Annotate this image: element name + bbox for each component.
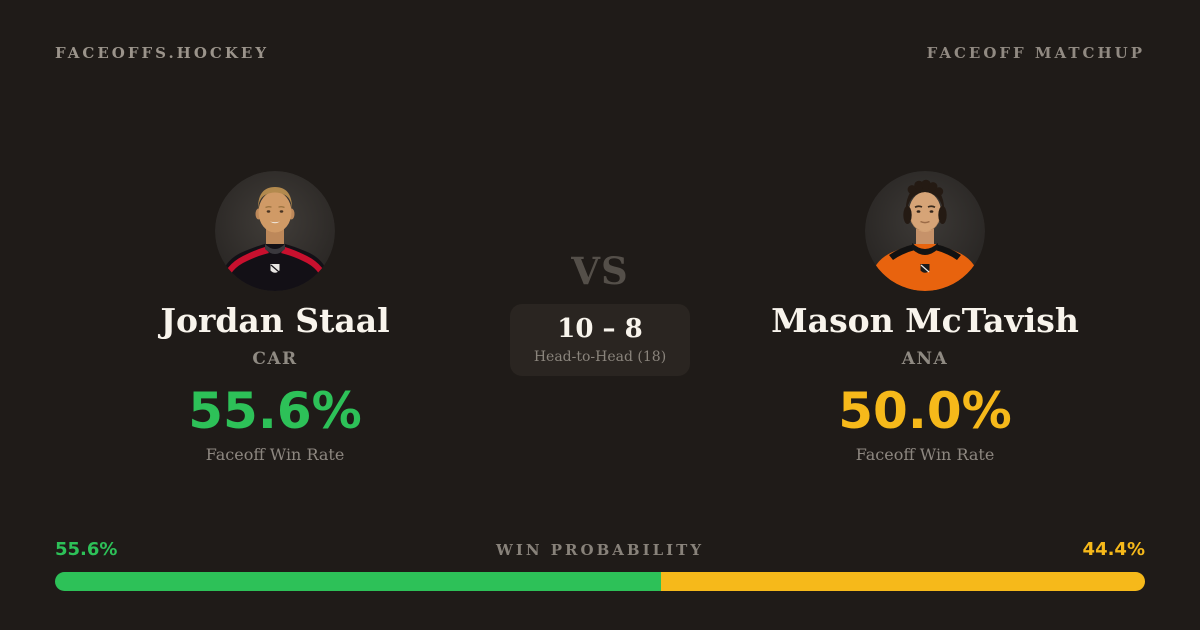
win-prob-right-label: 44.4% bbox=[1082, 539, 1145, 560]
head-to-head-score: 10 – 8 bbox=[557, 314, 643, 344]
player-team-right: ANA bbox=[901, 348, 949, 369]
win-bar-right bbox=[661, 572, 1145, 591]
player-team-left: CAR bbox=[252, 348, 298, 369]
player-avatar-right-icon bbox=[865, 171, 985, 291]
brand-label: FACEOFFS.HOCKEY bbox=[55, 44, 270, 62]
head-to-head-label: Head-to-Head (18) bbox=[533, 349, 667, 365]
player-card-left: Jordan Staal CAR 55.6% Faceoff Win Rate bbox=[55, 171, 495, 464]
win-bar-left bbox=[55, 572, 662, 591]
win-probability-section: 55.6% WIN PROBABILITY 44.4% bbox=[55, 541, 1145, 591]
player-photo-right bbox=[865, 171, 985, 291]
player-win-rate-left: 55.6% bbox=[188, 381, 362, 440]
win-probability-labels: 55.6% WIN PROBABILITY 44.4% bbox=[55, 541, 1145, 559]
win-probability-bar bbox=[55, 572, 1145, 591]
player-photo-left bbox=[215, 171, 335, 291]
player-win-rate-label-left: Faceoff Win Rate bbox=[205, 444, 345, 464]
player-card-right: Mason McTavish ANA 50.0% Faceoff Win Rat… bbox=[705, 171, 1145, 464]
matchup-section: Jordan Staal CAR 55.6% Faceoff Win Rate … bbox=[55, 171, 1145, 464]
player-name-left: Jordan Staal bbox=[160, 301, 390, 340]
vs-label: VS bbox=[571, 249, 629, 293]
win-probability-title: WIN PROBABILITY bbox=[495, 541, 705, 559]
head-to-head-box: 10 – 8 Head-to-Head (18) bbox=[509, 304, 691, 376]
matchup-center: VS 10 – 8 Head-to-Head (18) bbox=[495, 171, 705, 464]
player-avatar-left-icon bbox=[215, 171, 335, 291]
header: FACEOFFS.HOCKEY FACEOFF MATCHUP bbox=[55, 44, 1145, 62]
page-title: FACEOFF MATCHUP bbox=[926, 44, 1145, 62]
win-prob-left-label: 55.6% bbox=[55, 539, 118, 560]
player-win-rate-label-right: Faceoff Win Rate bbox=[855, 444, 995, 464]
player-win-rate-right: 50.0% bbox=[838, 381, 1012, 440]
player-name-right: Mason McTavish bbox=[771, 301, 1079, 340]
